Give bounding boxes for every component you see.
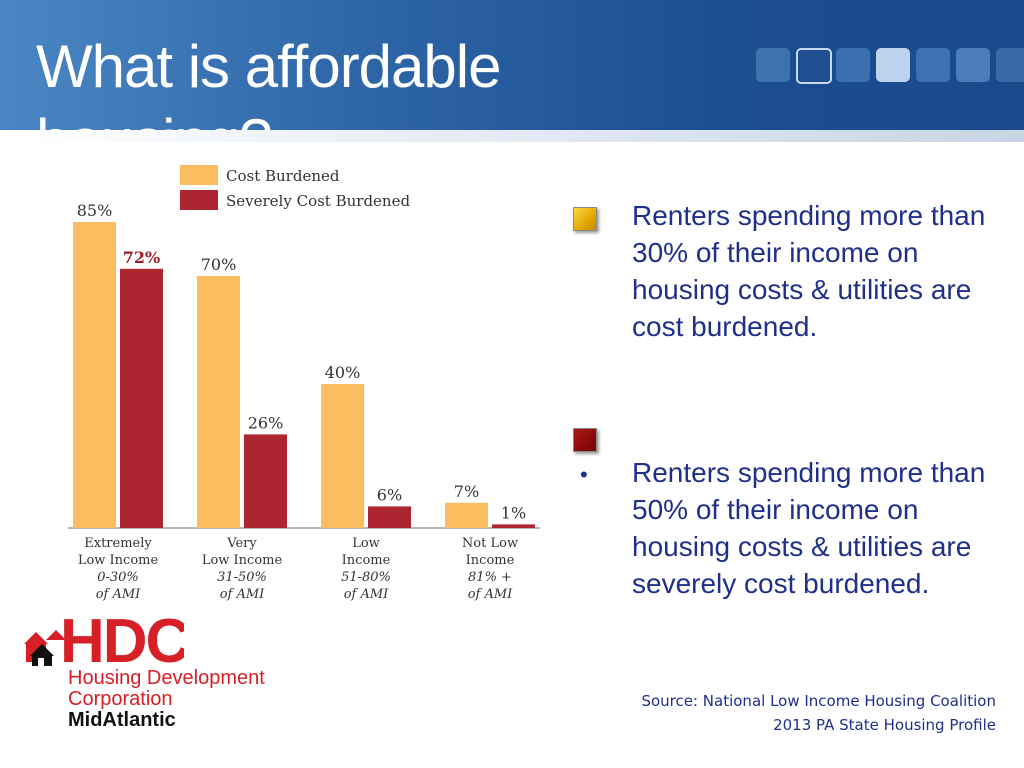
bullet-text-cost-burdened: Renters spending more than 30% of their … [632, 200, 986, 342]
data-label-1-2: 6% [377, 485, 402, 504]
tile-2 [796, 48, 832, 84]
category-label-1-line-4: of AMI [220, 587, 265, 602]
legend-swatch-0 [180, 165, 218, 185]
tile-1 [756, 48, 790, 82]
category-label-1-line-1: Very [226, 536, 257, 551]
tile-5 [916, 48, 950, 82]
source-line-2: 2013 PA State Housing Profile [773, 716, 996, 734]
data-label-1-0: 72% [123, 248, 160, 267]
hdc-house-mark-icon: HDC [24, 610, 184, 666]
bar-1-0 [120, 268, 163, 528]
cost-burdened-swatch-bullet [573, 207, 597, 231]
category-label-1-line-3: 31-50% [217, 570, 267, 585]
category-label-3-line-2: Income [466, 553, 515, 568]
bullet-dot: • [580, 462, 588, 487]
data-label-1-3: 1% [501, 503, 526, 522]
logo-line-3: MidAtlantic [68, 709, 176, 731]
category-label-0-line-3: 0-30% [97, 570, 139, 585]
legend-label-1: Severely Cost Burdened [226, 192, 410, 210]
category-label-1-line-2: Low Income [202, 553, 283, 568]
data-label-0-3: 7% [454, 482, 479, 501]
bullet-text-severely-cost-burdened: Renters spending more than 50% of their … [632, 457, 986, 599]
category-label-0-line-1: Extremely [84, 536, 152, 551]
bar-0-1 [197, 276, 240, 528]
bar-1-3 [492, 524, 535, 528]
legend-swatch-1 [180, 190, 218, 210]
bar-1-2 [368, 506, 411, 528]
hdc-logo: HDC Housing Development Corporation MidA… [24, 610, 274, 731]
category-label-2-line-1: Low [352, 536, 380, 551]
tile-3 [836, 48, 870, 82]
logo-line-2: Corporation [68, 688, 173, 710]
source-line-1: Source: National Low Income Housing Coal… [641, 692, 996, 710]
tile-7 [996, 48, 1024, 82]
legend-label-0: Cost Burdened [226, 167, 340, 185]
category-label-2-line-3: 51-80% [341, 570, 391, 585]
category-label-3-line-1: Not Low [462, 536, 518, 551]
category-label-0-line-2: Low Income [78, 553, 159, 568]
category-label-2-line-4: of AMI [344, 587, 389, 602]
source-citation: Source: National Low Income Housing Coal… [641, 689, 996, 737]
title-underline-strip [0, 130, 1024, 142]
category-label-2-line-2: Income [342, 553, 391, 568]
bar-0-0 [73, 222, 116, 528]
logo-mark: HDC [60, 610, 184, 666]
bar-0-3 [445, 502, 488, 528]
severely-cost-burdened-swatch-bullet [573, 428, 597, 452]
cost-burden-bar-chart: Cost Burdened Severely Cost Burdened 85% 72… [68, 165, 540, 602]
data-label-1-1: 26% [248, 413, 284, 432]
data-label-0-2: 40% [325, 363, 361, 382]
title-banner: What is affordable housing? [0, 0, 1024, 135]
bar-0-2 [321, 384, 364, 528]
logo-line-1: Housing Development [68, 667, 265, 689]
category-label-3-line-3: 81% + [468, 570, 512, 585]
bar-1-1 [244, 434, 287, 528]
data-label-0-1: 70% [201, 255, 237, 274]
category-label-3-line-4: of AMI [468, 587, 513, 602]
tile-4 [876, 48, 910, 82]
slide-title: What is affordable housing? [36, 33, 502, 135]
category-label-0-line-4: of AMI [96, 587, 141, 602]
tile-6 [956, 48, 990, 82]
data-label-0-0: 85% [77, 201, 113, 220]
